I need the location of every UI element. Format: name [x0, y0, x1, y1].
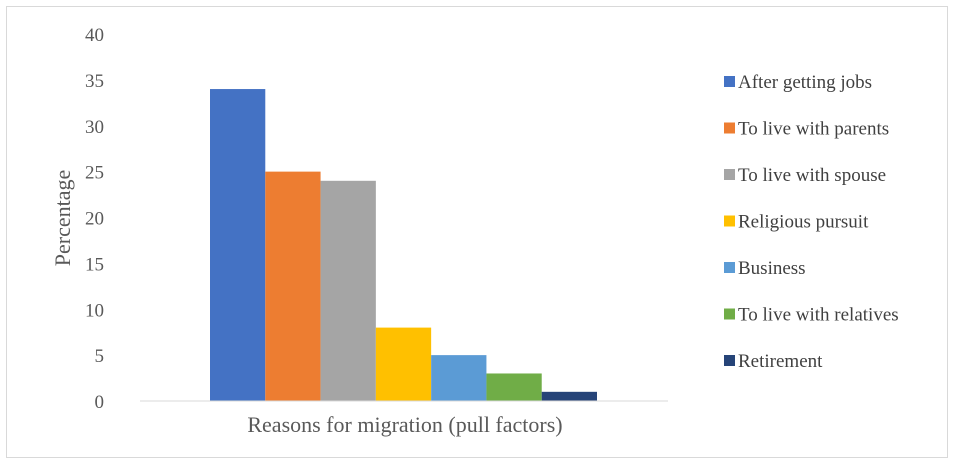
y-axis-title: Percentage [50, 170, 75, 267]
y-tick-label: 5 [95, 346, 105, 367]
legend-label-3: Religious pursuit [738, 212, 869, 233]
legend-label-1: To live with parents [738, 119, 889, 140]
y-tick-label: 25 [85, 163, 104, 184]
legend-swatch-6 [724, 355, 735, 366]
legend-swatch-1 [724, 122, 735, 134]
bar-5 [486, 373, 542, 401]
bar-4 [431, 355, 487, 401]
legend-label-6: Retirement [738, 351, 823, 372]
legend-swatch-4 [724, 262, 735, 273]
legend-label-5: To live with relatives [738, 305, 899, 326]
legend: After getting jobs To live with parents To… [724, 72, 899, 372]
bars [210, 89, 597, 402]
legend-swatch-3 [724, 215, 735, 227]
bar-2 [320, 180, 376, 401]
y-tick-label: 15 [85, 254, 104, 275]
y-tick-label: 0 [95, 392, 105, 413]
legend-label-0: After getting jobs [738, 72, 872, 93]
legend-swatch-5 [724, 308, 735, 320]
x-axis-title: Reasons for migration (pull factors) [247, 412, 562, 437]
y-tick-label: 10 [85, 300, 104, 321]
legend-swatch-2 [724, 169, 735, 180]
y-tick-label: 30 [85, 117, 104, 138]
y-tick-label: 40 [85, 25, 104, 46]
bar-0 [210, 89, 266, 402]
legend-label-2: To live with spouse [738, 165, 886, 186]
legend-swatch-0 [724, 76, 735, 87]
bar-6 [541, 391, 597, 401]
bar-3 [375, 327, 432, 401]
y-axis-ticks: 0 5 10 15 20 25 30 35 40 [85, 25, 104, 413]
legend-label-4: Business [738, 258, 806, 279]
y-tick-label: 35 [85, 71, 104, 92]
bar-1 [265, 171, 321, 401]
y-tick-label: 20 [85, 209, 104, 230]
